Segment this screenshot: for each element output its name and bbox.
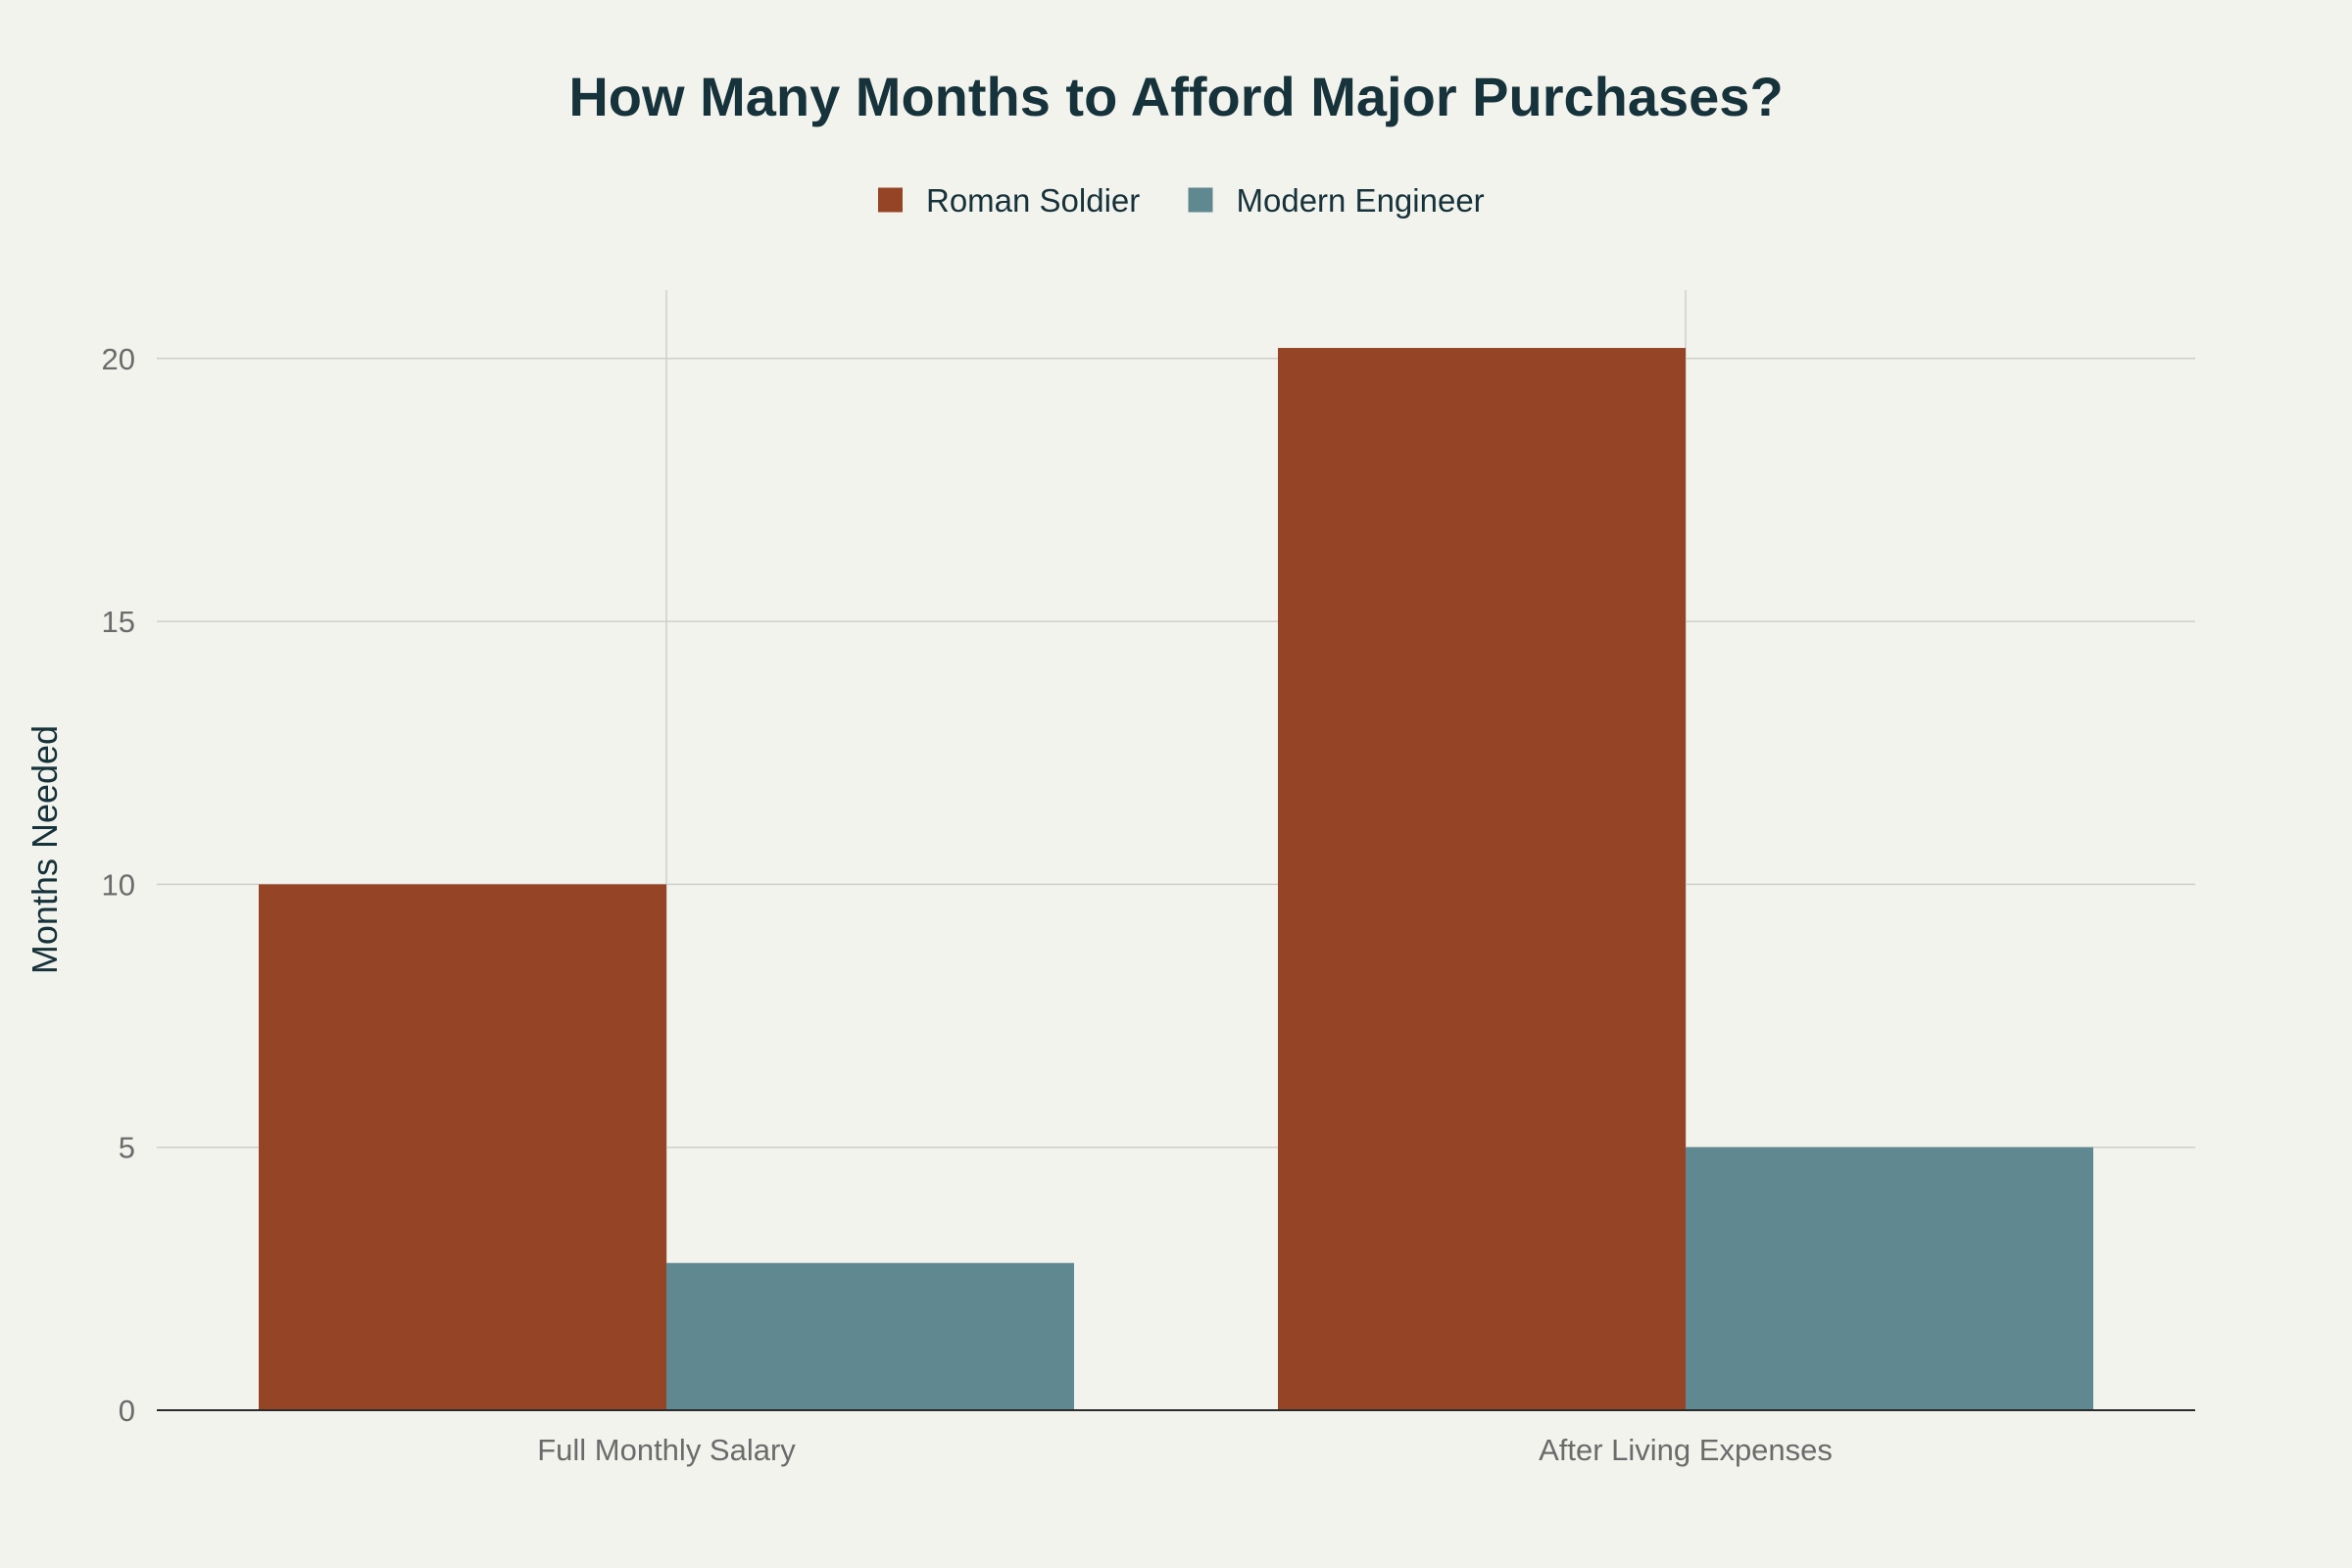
legend-swatch	[878, 187, 903, 213]
y-tick-label: 5	[119, 1131, 135, 1165]
x-tick-label: Full Monthly Salary	[537, 1433, 796, 1467]
legend-label: Modern Engineer	[1237, 182, 1485, 219]
legend-item-roman-soldier: Roman Soldier	[878, 182, 1140, 219]
legend-item-modern-engineer: Modern Engineer	[1188, 182, 1485, 219]
y-axis-ticks: 0 5 10 15 20	[102, 342, 135, 1428]
y-tick-label: 0	[119, 1394, 135, 1428]
bar-modern-engineer	[1686, 1147, 2093, 1410]
y-tick-label: 20	[102, 342, 135, 376]
bar-modern-engineer	[666, 1262, 1074, 1410]
x-axis-ticks: Full Monthly Salary After Living Expenses	[537, 1433, 1833, 1467]
y-tick-label: 15	[102, 605, 135, 639]
y-tick-label: 10	[102, 867, 135, 902]
x-tick-label: After Living Expenses	[1539, 1433, 1833, 1467]
bar-roman-soldier	[259, 884, 666, 1410]
chart-title: How Many Months to Afford Major Purchase…	[568, 66, 1783, 127]
y-axis-title: Months Needed	[24, 725, 65, 974]
legend-label: Roman Soldier	[926, 182, 1140, 219]
legend-swatch	[1188, 187, 1213, 213]
legend: Roman Soldier Modern Engineer	[878, 182, 1485, 219]
bars	[259, 348, 2093, 1410]
bar-roman-soldier	[1278, 348, 1686, 1410]
